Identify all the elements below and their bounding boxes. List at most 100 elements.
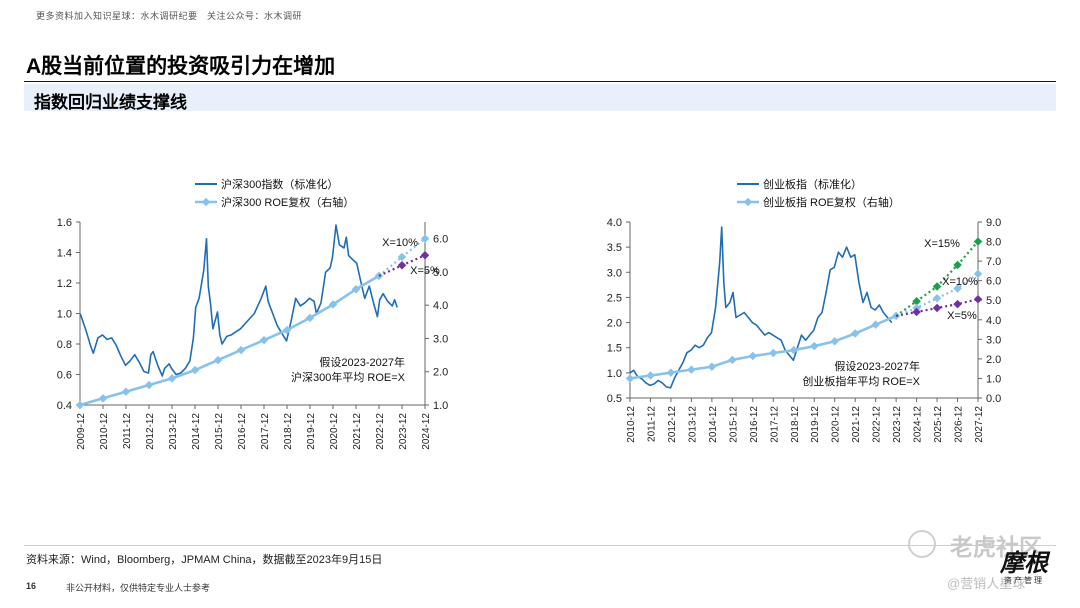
chart-annotation: 假设2023-2027年 <box>834 359 920 373</box>
y-tick-label-left: 1.0 <box>57 309 72 321</box>
roe-marker <box>789 345 799 355</box>
y-tick-label-right: 1.0 <box>433 400 448 412</box>
x-tick-label: 2015-12 <box>214 413 225 450</box>
source-rule <box>24 545 1056 546</box>
roe-marker <box>850 329 860 338</box>
x-tick-label: 2011-12 <box>646 406 657 442</box>
y-tick-label-right: 3.0 <box>986 334 1001 346</box>
roe-marker <box>830 337 839 346</box>
source-note: 资料来源：Wind，Bloomberg，JPMAM China，数据截至2023… <box>26 554 383 566</box>
x-tick-label: 2020-12 <box>329 413 340 450</box>
x-tick-label: 2015-12 <box>728 406 739 443</box>
y-tick-label-left: 1.2 <box>57 278 72 290</box>
watermark: 老虎社区 <box>910 528 1042 562</box>
hs300-chart: 0.4 0.6 0.8 1.0 1.2 1.4 1.6 1.0 2.0 3.0 4.0 5.0 6.0 2… <box>57 177 449 450</box>
roe-marker <box>98 394 108 403</box>
x-tick-label: 2018-12 <box>790 406 801 443</box>
roe-marker <box>190 365 200 375</box>
scenario-marker <box>397 252 407 262</box>
watermark-sub: @营销人星球 <box>947 576 1026 591</box>
roe-marker <box>687 365 696 374</box>
scenario-marker <box>912 296 921 306</box>
scenario-marker <box>973 237 983 246</box>
roe-marker <box>75 400 85 410</box>
roe-line <box>79 274 380 407</box>
roe-marker <box>282 325 292 335</box>
y-tick-label-right: 6.0 <box>433 234 448 246</box>
y-tick-label-left: 3.5 <box>607 242 622 254</box>
x-tick-label: 2019-12 <box>810 406 821 443</box>
scenario-label: X=5% <box>947 310 977 322</box>
scenario-line <box>895 272 979 317</box>
scenario-marker <box>932 303 942 313</box>
x-tick-label: 2013-12 <box>168 413 179 450</box>
x-tick-label: 2024-12 <box>913 406 924 443</box>
y-tick-label-right: 8.0 <box>986 237 1001 249</box>
chart-annotation: 假设2023-2027年 <box>319 355 405 369</box>
x-tick-label: 2019-12 <box>306 413 317 450</box>
watermark-icon <box>908 530 936 558</box>
roe-marker <box>121 387 131 396</box>
legend-marker-roe <box>201 197 211 207</box>
scenario-label: X=10% <box>942 276 978 288</box>
x-tick-label: 2023-12 <box>398 413 409 450</box>
y-tick-label-left: 2.5 <box>607 292 622 304</box>
scenario-marker <box>397 261 407 270</box>
page-subtitle: 指数回归业绩支撑线 <box>34 93 187 112</box>
roe-marker <box>236 345 246 355</box>
x-tick-label: 2022-12 <box>375 413 386 450</box>
roe-marker <box>748 351 758 361</box>
y-tick-label-left: 3.0 <box>607 267 622 279</box>
roe-marker <box>305 313 315 323</box>
legend-label-roe: 创业板指 ROE复权（右轴） <box>763 195 900 209</box>
y-tick-label-right: 3.0 <box>433 333 448 345</box>
x-tick-label: 2016-12 <box>237 413 248 450</box>
x-tick-label: 2022-12 <box>872 406 883 443</box>
y-tick-label-left: 0.6 <box>57 370 72 382</box>
index-line <box>629 226 893 389</box>
x-tick-label: 2012-12 <box>667 406 678 443</box>
roe-marker <box>728 355 737 365</box>
y-tick-label-left: 4.0 <box>607 217 622 229</box>
page-number: 16 <box>26 581 37 591</box>
y-tick-label-left: 0.8 <box>57 339 72 351</box>
y-tick-label-right: 2.0 <box>433 367 448 379</box>
roe-marker <box>213 355 223 365</box>
x-tick-label: 2027-12 <box>974 406 985 443</box>
y-tick-label-right: 0.0 <box>986 393 1001 405</box>
y-tick-label-left: 2.0 <box>607 318 622 330</box>
scenario-label: X=5% <box>410 265 440 277</box>
x-tick-label: 2023-12 <box>892 406 903 443</box>
scenario-label: X=10% <box>382 237 418 249</box>
logo-subtext: 资产管理 <box>1004 576 1044 585</box>
y-tick-label-right: 5.0 <box>986 295 1001 307</box>
brand-logo: 摩根 资产管理 <box>1000 550 1048 586</box>
roe-marker <box>871 320 880 329</box>
roe-marker <box>144 380 154 390</box>
x-tick-label: 2013-12 <box>687 406 698 443</box>
x-tick-label: 2024-12 <box>421 413 432 450</box>
x-tick-label: 2011-12 <box>122 413 133 449</box>
roe-marker <box>259 335 269 345</box>
x-tick-label: 2012-12 <box>145 413 156 450</box>
roe-marker <box>167 374 177 383</box>
logo-text: 摩根 <box>1000 548 1048 577</box>
x-tick-label: 2010-12 <box>626 406 637 443</box>
scenario-marker <box>932 294 942 303</box>
roe-marker <box>707 362 717 371</box>
x-tick-label: 2020-12 <box>831 406 842 443</box>
subtitle-band <box>24 84 1056 111</box>
roe-marker <box>328 300 338 309</box>
x-tick-label: 2014-12 <box>191 413 202 450</box>
disclaimer: 非公开材料，仅供特定专业人士参考 <box>66 583 211 593</box>
x-tick-label: 2021-12 <box>851 406 862 443</box>
y-tick-label-right: 4.0 <box>433 300 448 312</box>
y-tick-label-right: 5.0 <box>433 267 448 279</box>
index-line <box>79 224 398 377</box>
y-tick-label-right: 1.0 <box>986 373 1001 385</box>
y-tick-label-right: 9.0 <box>986 217 1001 229</box>
scenario-marker <box>912 307 921 317</box>
y-tick-label-right: 7.0 <box>986 256 1001 268</box>
x-tick-label: 2026-12 <box>954 406 965 443</box>
x-tick-label: 2009-12 <box>76 413 87 450</box>
